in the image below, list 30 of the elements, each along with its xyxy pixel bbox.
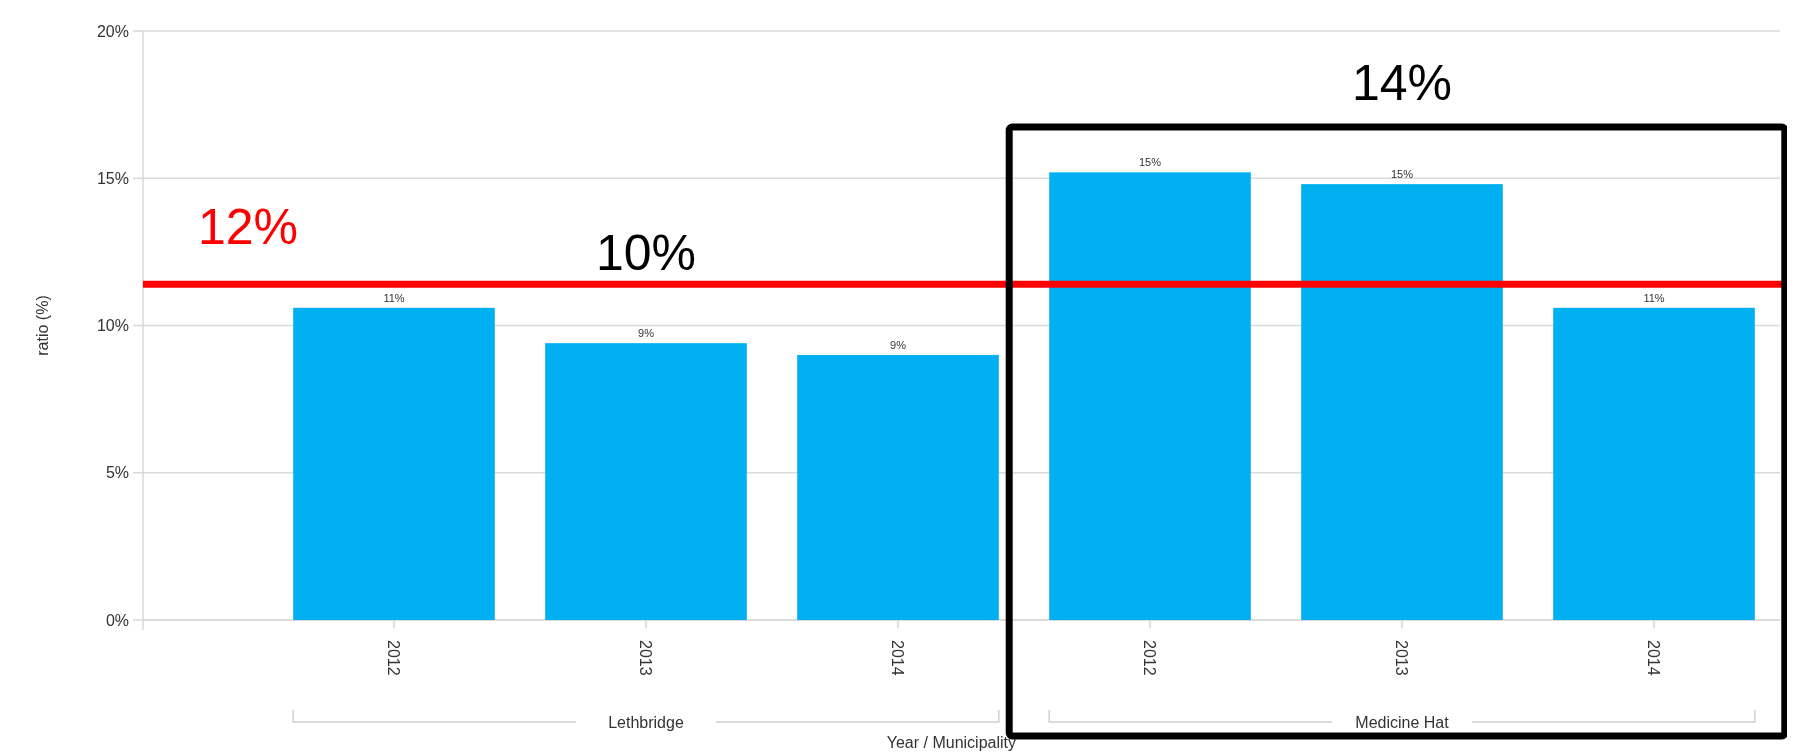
x-tick-label: 2012: [1141, 640, 1159, 676]
bar: [1301, 184, 1503, 620]
x-axis-title: Year / Municipality: [886, 734, 1016, 751]
y-tick-label: 0%: [105, 611, 129, 629]
y-tick-label: 10%: [96, 317, 129, 335]
bar: [1049, 172, 1251, 620]
x-tick-label: 2014: [889, 640, 907, 676]
annotation: 10%: [595, 225, 697, 281]
y-tick-label: 5%: [105, 464, 129, 482]
x-tick-label: 2013: [1393, 640, 1411, 676]
x-tick-label: 2014: [1645, 640, 1663, 676]
data-label: 11%: [383, 291, 405, 304]
y-axis-title: ratio (%): [34, 295, 51, 356]
bar: [545, 343, 747, 620]
x-tick-label: 2012: [385, 640, 403, 676]
data-label: 9%: [890, 338, 907, 351]
bar: [293, 307, 495, 620]
text: Medicine Hat: [1355, 713, 1450, 731]
annotation: 14%: [1351, 55, 1453, 111]
data-label: 11%: [1643, 291, 1665, 304]
x-tick-label: 2013: [637, 640, 655, 676]
data-label: 9%: [638, 327, 655, 340]
data-label: 15%: [1390, 168, 1414, 181]
y-tick-label: 20%: [96, 22, 129, 40]
y-tick-label: 15%: [96, 169, 129, 187]
annotation: 12%: [198, 199, 299, 256]
bar: [797, 354, 999, 620]
text: Lethbridge: [608, 713, 684, 731]
data-label: 15%: [1138, 156, 1162, 169]
bar: [1553, 307, 1755, 620]
